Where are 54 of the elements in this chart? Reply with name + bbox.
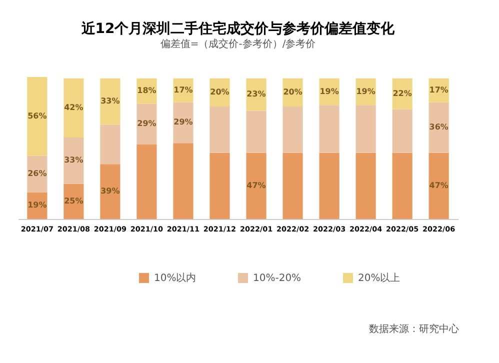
data-label: 56% <box>28 111 47 120</box>
data-label: 25% <box>64 196 84 206</box>
bar <box>319 152 340 219</box>
data-label: 26% <box>28 169 47 178</box>
data-label: 22% <box>392 88 412 98</box>
data-label: 33% <box>64 156 84 165</box>
data-label: 19% <box>28 200 47 210</box>
data-label: 42% <box>64 102 84 112</box>
data-label: 36% <box>429 122 448 132</box>
data-label: 47% <box>246 180 266 190</box>
chart-subtitle: 偏差值=（成交价-参考价）/参考价 <box>160 38 316 50</box>
bar <box>246 110 266 153</box>
legend-label: 20%以上 <box>358 272 400 284</box>
bar <box>246 152 266 219</box>
chart-title: 近12个月深圳二手住宅成交价与参考价偏差值变化 <box>80 20 396 37</box>
legend-label: 10%以内 <box>154 272 196 284</box>
bar <box>282 106 303 153</box>
bar <box>246 78 266 111</box>
bar <box>173 143 194 219</box>
bar <box>100 78 120 125</box>
bar <box>136 144 157 219</box>
bar <box>428 152 449 219</box>
bar <box>64 78 84 138</box>
legend-label: 10%-20% <box>253 273 302 284</box>
bar <box>100 124 120 164</box>
data-label: 29% <box>137 119 156 128</box>
bar <box>100 164 120 219</box>
bar <box>27 156 48 192</box>
data-label: 19% <box>320 86 339 96</box>
data-label: 23% <box>246 90 266 99</box>
bar <box>27 77 48 156</box>
bar <box>282 152 303 219</box>
bar <box>392 109 412 153</box>
bar <box>210 106 230 153</box>
data-label: 17% <box>174 85 193 94</box>
data-label: 20% <box>283 87 302 96</box>
data-label: 39% <box>100 186 120 196</box>
bar <box>173 102 194 144</box>
bar <box>210 152 230 219</box>
data-label: 29% <box>174 118 193 127</box>
bar <box>428 102 449 153</box>
data-label: 20% <box>210 87 230 96</box>
bar <box>392 152 412 219</box>
bar <box>356 152 376 219</box>
data-label: 17% <box>429 85 448 94</box>
data-label: 19% <box>356 86 376 96</box>
bar <box>319 105 340 153</box>
source-note: 数据来源：研究中心 <box>369 322 459 336</box>
bar <box>64 137 84 184</box>
bar <box>136 104 157 144</box>
bar <box>356 105 376 153</box>
data-label: 18% <box>137 86 156 96</box>
data-label: 33% <box>100 96 120 106</box>
data-label: 47% <box>429 180 448 190</box>
